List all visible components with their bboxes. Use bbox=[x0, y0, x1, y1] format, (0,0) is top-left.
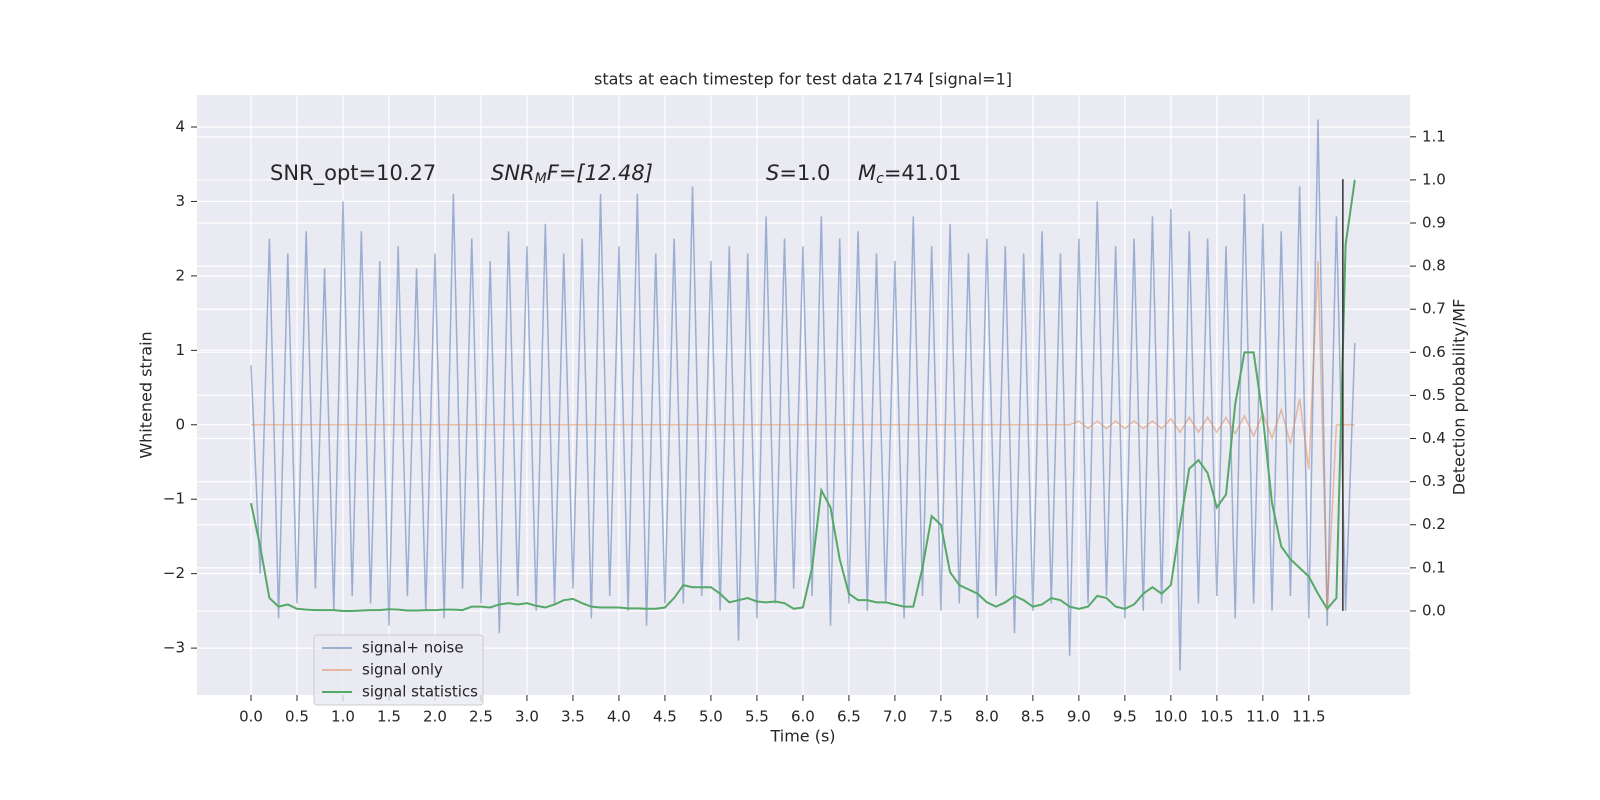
y2-tick-label: 0.5 bbox=[1422, 386, 1446, 404]
x-tick-label: 3.0 bbox=[515, 708, 539, 726]
x-tick-label: 4.5 bbox=[653, 708, 677, 726]
chart-title: stats at each timestep for test data 217… bbox=[594, 70, 1012, 89]
x-axis-label: Time (s) bbox=[769, 727, 835, 746]
annotation-text: SNR_opt=10.27 bbox=[270, 161, 436, 186]
x-tick-label: 5.5 bbox=[745, 708, 769, 726]
y2-tick-label: 1.0 bbox=[1422, 170, 1446, 188]
y2-tick-label: 1.1 bbox=[1422, 127, 1446, 145]
y-tick-label: 4 bbox=[175, 118, 185, 136]
annotation-text: =41.01 bbox=[884, 161, 962, 185]
x-tick-label: 2.5 bbox=[469, 708, 493, 726]
x-tick-label: 10.0 bbox=[1154, 708, 1187, 726]
x-tick-label: 1.5 bbox=[377, 708, 401, 726]
annotation-subscript: c bbox=[876, 171, 884, 187]
legend: signal+ noise signal only signal statistic… bbox=[313, 634, 484, 706]
marks bbox=[250, 119, 1356, 671]
x-tick-label: 4.0 bbox=[607, 708, 631, 726]
legend-box bbox=[313, 634, 484, 706]
y2-tick-label: 0.0 bbox=[1422, 601, 1446, 619]
y2-tick-label: 0.3 bbox=[1422, 472, 1446, 490]
y-tick-label: 1 bbox=[175, 341, 185, 359]
x-tick-label: 7.5 bbox=[929, 708, 953, 726]
x-tick-label: 1.0 bbox=[331, 708, 355, 726]
annotation-subscript: M bbox=[535, 171, 547, 187]
x-tick-label: 10.5 bbox=[1200, 708, 1233, 726]
x-tick-label: 9.5 bbox=[1113, 708, 1137, 726]
x-tick-label: 6.0 bbox=[791, 708, 815, 726]
y2-axis-label: Detection probability/MF bbox=[1450, 299, 1469, 496]
annotation: SNRMF=[12.48] bbox=[491, 161, 653, 187]
x-tick-label: 0.0 bbox=[239, 708, 263, 726]
annotation-text: S bbox=[766, 161, 779, 185]
series-line bbox=[250, 260, 1355, 611]
y2-tick-label: 0.7 bbox=[1422, 300, 1446, 318]
y2-tick-label: 0.9 bbox=[1422, 214, 1446, 232]
x-tick-label: 11.5 bbox=[1292, 708, 1325, 726]
x-tick-label: 3.5 bbox=[561, 708, 585, 726]
annotation-text: M bbox=[858, 161, 876, 185]
x-tick-label: 6.5 bbox=[837, 708, 861, 726]
series-line bbox=[250, 179, 1356, 612]
x-tick-label: 5.0 bbox=[699, 708, 723, 726]
annotation-text: F=[12.48] bbox=[547, 161, 653, 185]
x-tick-label: 2.0 bbox=[423, 708, 447, 726]
y2-tick-label: 0.4 bbox=[1422, 429, 1446, 447]
legend-label: signal+ noise bbox=[362, 639, 464, 657]
y2-tick-label: 0.1 bbox=[1422, 558, 1446, 576]
y-tick-label: 0 bbox=[175, 415, 185, 433]
x-tick-label: 7.0 bbox=[883, 708, 907, 726]
y-axis-label: Whitened strain bbox=[137, 331, 156, 458]
x-tick-label: 9.0 bbox=[1067, 708, 1091, 726]
annotation: Mc=41.01 bbox=[858, 161, 962, 187]
legend-label: signal only bbox=[362, 661, 443, 679]
y2-tick-label: 0.2 bbox=[1422, 515, 1446, 533]
y-tick-label: 3 bbox=[175, 192, 185, 210]
annotation: S=1.0 bbox=[766, 161, 830, 185]
y-tick-label: 2 bbox=[175, 266, 185, 284]
annotation-text: SNR bbox=[491, 161, 535, 185]
annotation: SNR_opt=10.27 bbox=[270, 161, 436, 186]
y-tick-label: −2 bbox=[163, 564, 185, 582]
y2-tick-label: 0.8 bbox=[1422, 257, 1446, 275]
y-tick-label: −3 bbox=[163, 639, 185, 657]
ticks: 0.0 0.5 1.0 1.5 2.0 2.5 3.0 3.5 4.0 4.5 5.0 5.5 6.0 6… bbox=[163, 118, 1446, 726]
y-tick-label: −1 bbox=[163, 490, 185, 508]
annotation-text: =1.0 bbox=[779, 161, 830, 185]
x-tick-label: 11.0 bbox=[1246, 708, 1279, 726]
x-tick-label: 8.5 bbox=[1021, 708, 1045, 726]
x-tick-label: 8.0 bbox=[975, 708, 999, 726]
legend-label: signal statistics bbox=[362, 683, 478, 701]
y2-tick-label: 0.6 bbox=[1422, 343, 1446, 361]
series-line bbox=[250, 119, 1356, 671]
x-tick-label: 0.5 bbox=[285, 708, 309, 726]
